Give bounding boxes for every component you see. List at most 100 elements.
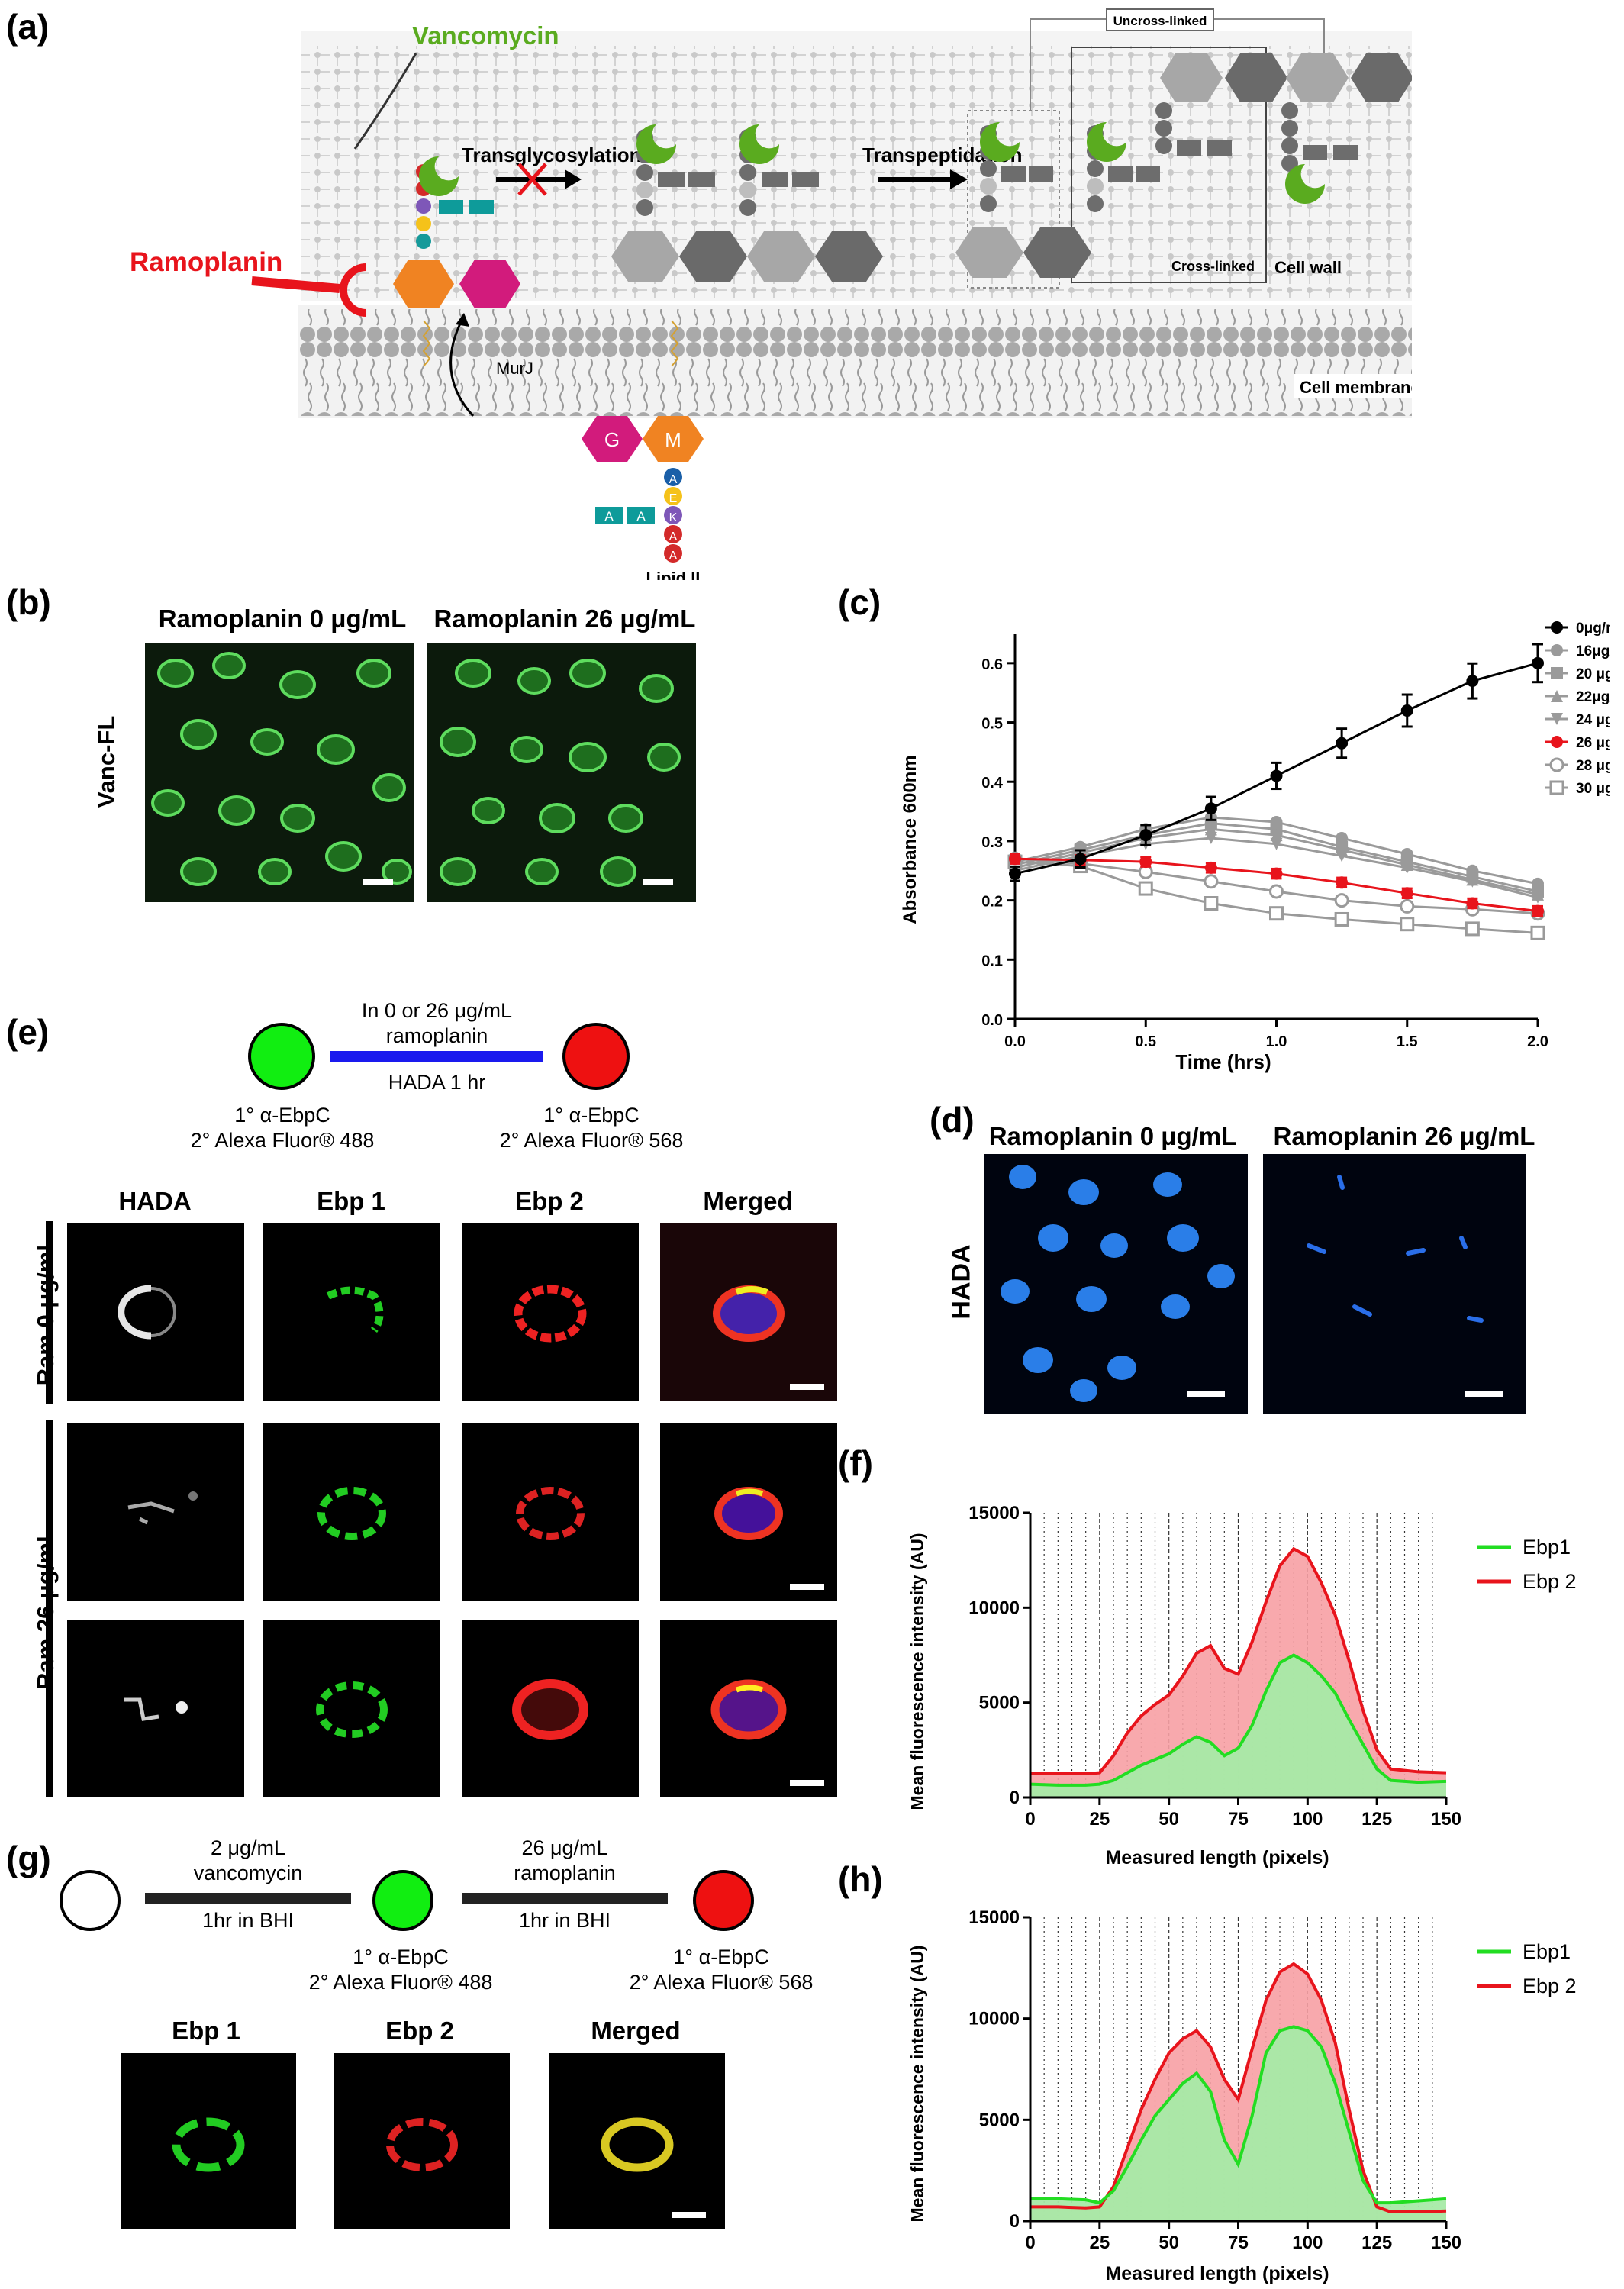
green-circle [372,1870,433,1931]
legend-label: 26 μg/mL [1576,735,1610,751]
g-col-ebp1: Ebp 1 [172,2017,240,2045]
ebp1-image [263,1223,440,1401]
data-point [1532,656,1544,669]
y-tick-label: 0.3 [981,834,1003,851]
x-tick-label: 75 [1228,1809,1249,1830]
hada-image [67,1223,244,1401]
x-tick-label: 150 [1431,1809,1461,1830]
ebp2-line [1030,1546,1447,1775]
g-col-ebp2: Ebp 2 [385,2017,454,2045]
data-point [1074,853,1087,866]
panel-h-ylabel: Mean fluorescence intensity (AU) [907,1946,927,2223]
data-point [1204,832,1217,845]
panel-b-title-1: Ramoplanin 26 μg/mL [433,604,696,633]
panel-f-ylabel: Mean fluorescence intensity (AU) [907,1533,927,1810]
ebp1-area [1030,1655,1446,1797]
x-tick-label: 0.0 [1004,1033,1026,1050]
scale-bar [790,1384,824,1390]
data-point [1466,875,1479,888]
panel-c-xlabel: Time (hrs) [1175,1050,1271,1073]
bridge-label: A [604,509,614,524]
aa-label: K [669,511,678,524]
data-point [1270,837,1283,850]
panel-c-label: (c) [838,582,881,622]
panel-d-title-1: Ramoplanin 26 μg/mL [1273,1122,1535,1150]
ebp1-image [263,1620,440,1797]
green-circle [248,1023,315,1090]
cells-green-1 [440,659,681,887]
col-merged: Merged [703,1187,793,1215]
row-label-ram26: Ram 26 μg/mL [32,1528,59,1690]
y-tick-label: 0.5 [981,716,1003,733]
data-point [1530,925,1545,940]
y-tick-label: 0.6 [981,656,1003,673]
red-circle [693,1870,754,1931]
merged-image [660,1223,837,1401]
y-tick-label: 0.0 [981,1012,1003,1029]
hada-image [67,1423,244,1601]
data-point [1269,884,1284,899]
panel-b-label: (b) [6,582,51,622]
mid-caption: 1° α-EbpC 2° Alexa Fluor® 488 [308,1946,493,1994]
data-point [1551,621,1563,634]
panel-g-label: (g) [6,1839,51,1878]
x-tick-label: 50 [1158,1809,1179,1830]
aa-label: A [669,550,678,563]
uncross-linked-label: Uncross-linked [1113,14,1207,28]
data-point [1009,853,1021,866]
data-point [1400,917,1415,932]
ebp1-area [1030,2026,1446,2221]
data-point [1334,911,1349,927]
scale-bar [643,879,673,885]
panel-f-xlabel: Measured length (pixels) [1105,1847,1329,1868]
y-tick-label: 10000 [968,1597,1020,1618]
vanc-fl-image-0 [145,643,414,902]
arrow-text: In 0 or 26 μg/mL ramoplanin [361,999,513,1047]
data-point [1400,898,1415,914]
legend-label: 22μg/mL [1576,689,1610,705]
y-tick-label: 0.1 [981,953,1003,969]
right-caption: 1° α-EbpC 2° Alexa Fluor® 568 [629,1946,814,1994]
ebp2-image [462,1223,639,1401]
x-tick-label: 75 [1228,2233,1249,2253]
data-point [1532,904,1544,917]
g-ebp2-image [334,2053,510,2229]
panel-d-row-label: HADA [946,1244,976,1320]
data-point [1270,867,1283,880]
data-point [1204,802,1217,815]
row-bar-0 [46,1221,53,1404]
data-point [1400,887,1413,900]
scale-bar [672,2212,706,2218]
y-tick-label: 10000 [968,2009,1020,2029]
cells-blue-0 [1000,1165,1235,1402]
row-label-ram0: Ram 0 μg/mL [32,1236,59,1386]
data-point [1549,780,1564,795]
data-point [1464,921,1480,937]
data-point [1400,861,1413,874]
col-ebp2: Ebp 2 [515,1187,584,1215]
x-tick-label: 0 [1025,2233,1035,2253]
m-label: M [665,428,682,451]
data-point [1138,881,1153,896]
arrow-bar-2 [462,1893,668,1904]
ebp2-image [462,1423,639,1601]
data-point [1204,874,1219,889]
legend-label: Ebp1 [1522,1940,1571,1963]
scale-bar [790,1780,824,1786]
data-point [1551,690,1563,702]
y-tick-label: 0.2 [981,894,1003,911]
cross-linked-label: Cross-linked [1171,259,1255,274]
legend-label: Ebp 2 [1522,1570,1577,1593]
aa-label: E [669,492,678,505]
legend-label: 30 μg/mL [1576,781,1610,797]
panel-a-diagram: Vancomycin Ramoplanin Transglycosylation… [130,8,1412,580]
data-point [1551,644,1563,656]
arrow2-below: 1hr in BHI [518,1909,611,1932]
panel-d-title-0: Ramoplanin 0 μg/mL [988,1122,1237,1150]
data-point [1551,667,1563,679]
g-col-merged: Merged [591,2017,681,2045]
vanc-fl-image-1 [427,643,696,902]
panel-f-label: (f) [838,1443,873,1483]
cells-blue-1 [1307,1175,1484,1323]
y-tick-label: 0 [1010,1788,1020,1808]
